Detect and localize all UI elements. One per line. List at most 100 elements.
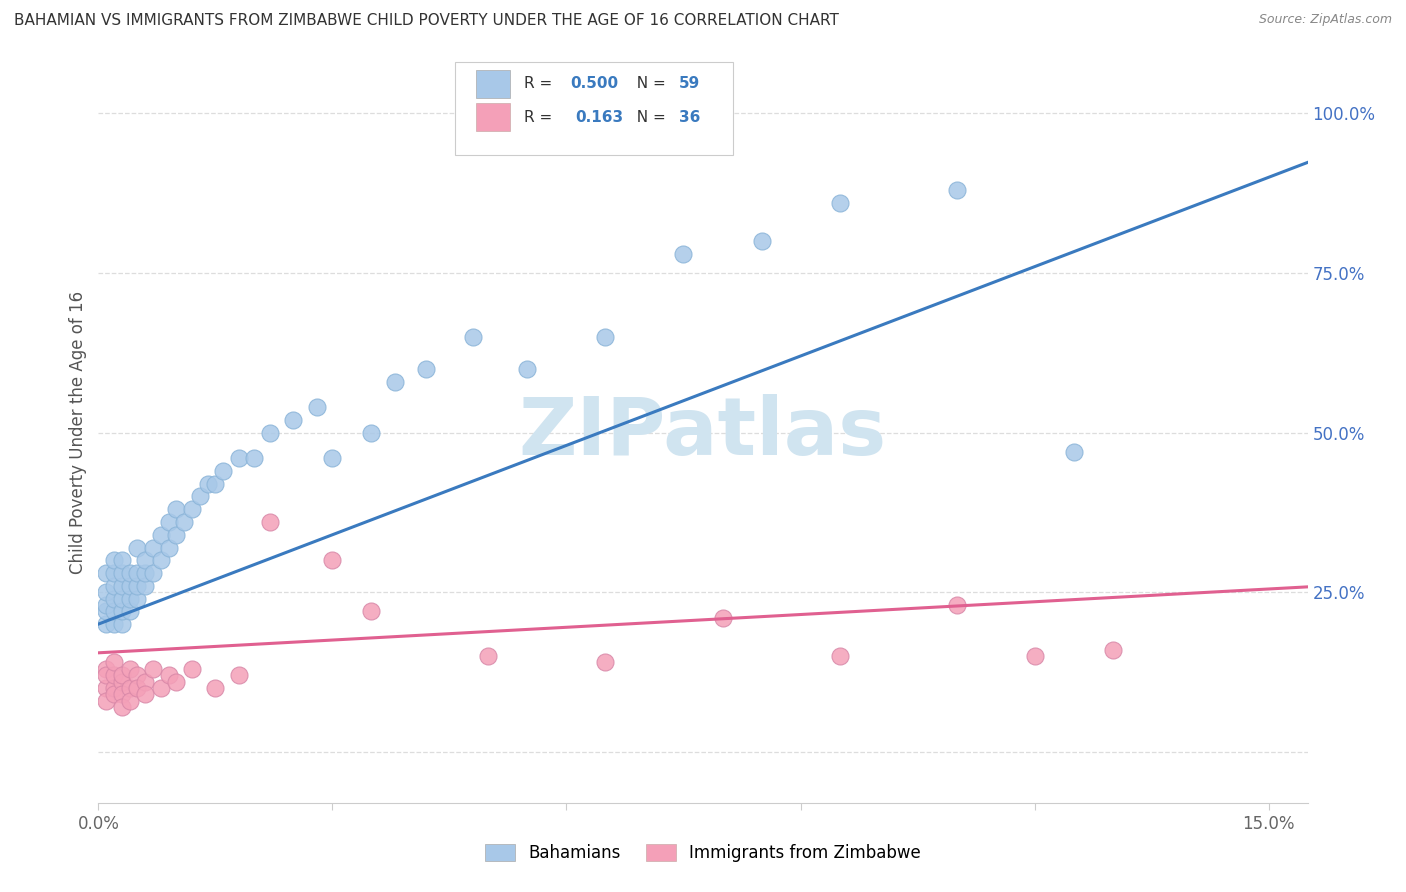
Point xyxy=(134,553,156,567)
Y-axis label: Child Poverty Under the Age of 16: Child Poverty Under the Age of 16 xyxy=(69,291,87,574)
Point xyxy=(103,553,125,567)
Point xyxy=(118,604,141,618)
Point xyxy=(142,541,165,555)
Point xyxy=(477,648,499,663)
Point xyxy=(103,604,125,618)
Point xyxy=(1101,642,1123,657)
Point xyxy=(96,668,118,682)
Text: R =: R = xyxy=(524,77,557,91)
Point xyxy=(103,579,125,593)
Point xyxy=(360,425,382,440)
Point xyxy=(142,566,165,580)
Point xyxy=(751,234,773,248)
Point xyxy=(1063,444,1085,458)
Point xyxy=(96,566,118,580)
Legend: Bahamians, Immigrants from Zimbabwe: Bahamians, Immigrants from Zimbabwe xyxy=(478,837,928,869)
Point xyxy=(103,668,125,682)
Point xyxy=(111,579,134,593)
Point xyxy=(181,502,204,516)
Point xyxy=(103,687,125,701)
Point xyxy=(415,361,437,376)
Point xyxy=(828,195,851,210)
Point xyxy=(173,515,195,529)
Point xyxy=(149,681,172,695)
Text: 59: 59 xyxy=(679,77,700,91)
Point xyxy=(259,425,281,440)
Point xyxy=(672,247,695,261)
Point xyxy=(516,361,538,376)
Point xyxy=(149,527,172,541)
Point xyxy=(711,611,734,625)
Point xyxy=(118,694,141,708)
Point xyxy=(111,617,134,632)
Point xyxy=(127,579,149,593)
Point xyxy=(461,330,484,344)
Point xyxy=(595,656,617,670)
Point xyxy=(111,604,134,618)
Point xyxy=(243,451,266,466)
Point xyxy=(228,451,250,466)
Point xyxy=(197,476,219,491)
Point xyxy=(157,515,180,529)
Text: N =: N = xyxy=(627,77,671,91)
Point xyxy=(111,668,134,682)
Point xyxy=(134,687,156,701)
Point xyxy=(149,553,172,567)
Point xyxy=(127,591,149,606)
Point xyxy=(127,668,149,682)
Point xyxy=(204,476,226,491)
Point xyxy=(142,662,165,676)
Text: 0.500: 0.500 xyxy=(569,77,619,91)
Point xyxy=(828,648,851,663)
Point xyxy=(118,681,141,695)
Text: N =: N = xyxy=(627,110,671,125)
Point xyxy=(165,502,187,516)
Text: 0.163: 0.163 xyxy=(575,110,623,125)
FancyBboxPatch shape xyxy=(456,62,734,155)
Point xyxy=(118,566,141,580)
Point xyxy=(165,527,187,541)
Point xyxy=(96,585,118,599)
Point xyxy=(96,617,118,632)
Point xyxy=(165,674,187,689)
Text: R =: R = xyxy=(524,110,562,125)
Point xyxy=(127,681,149,695)
Point xyxy=(1024,648,1046,663)
Point xyxy=(111,674,134,689)
Point xyxy=(157,668,180,682)
Point xyxy=(96,694,118,708)
Point xyxy=(96,598,118,612)
Point xyxy=(111,687,134,701)
Text: BAHAMIAN VS IMMIGRANTS FROM ZIMBABWE CHILD POVERTY UNDER THE AGE OF 16 CORRELATI: BAHAMIAN VS IMMIGRANTS FROM ZIMBABWE CHI… xyxy=(14,13,839,29)
Point xyxy=(111,700,134,714)
Point xyxy=(111,553,134,567)
Point xyxy=(134,566,156,580)
Point xyxy=(103,656,125,670)
Point xyxy=(283,413,305,427)
Point xyxy=(127,541,149,555)
Point xyxy=(945,183,967,197)
Text: ZIPatlas: ZIPatlas xyxy=(519,393,887,472)
Text: 36: 36 xyxy=(679,110,700,125)
Point xyxy=(118,579,141,593)
Point xyxy=(305,400,328,414)
Point xyxy=(127,566,149,580)
Point xyxy=(181,662,204,676)
Point xyxy=(134,579,156,593)
Point xyxy=(103,617,125,632)
Point xyxy=(157,541,180,555)
Text: Source: ZipAtlas.com: Source: ZipAtlas.com xyxy=(1258,13,1392,27)
Point xyxy=(259,515,281,529)
Point xyxy=(96,681,118,695)
Point xyxy=(103,681,125,695)
Point xyxy=(321,451,343,466)
Point xyxy=(96,662,118,676)
Point xyxy=(321,553,343,567)
Point xyxy=(111,591,134,606)
FancyBboxPatch shape xyxy=(475,70,509,98)
Point xyxy=(103,566,125,580)
Point xyxy=(134,674,156,689)
Point xyxy=(595,330,617,344)
Point xyxy=(118,591,141,606)
Point xyxy=(360,604,382,618)
